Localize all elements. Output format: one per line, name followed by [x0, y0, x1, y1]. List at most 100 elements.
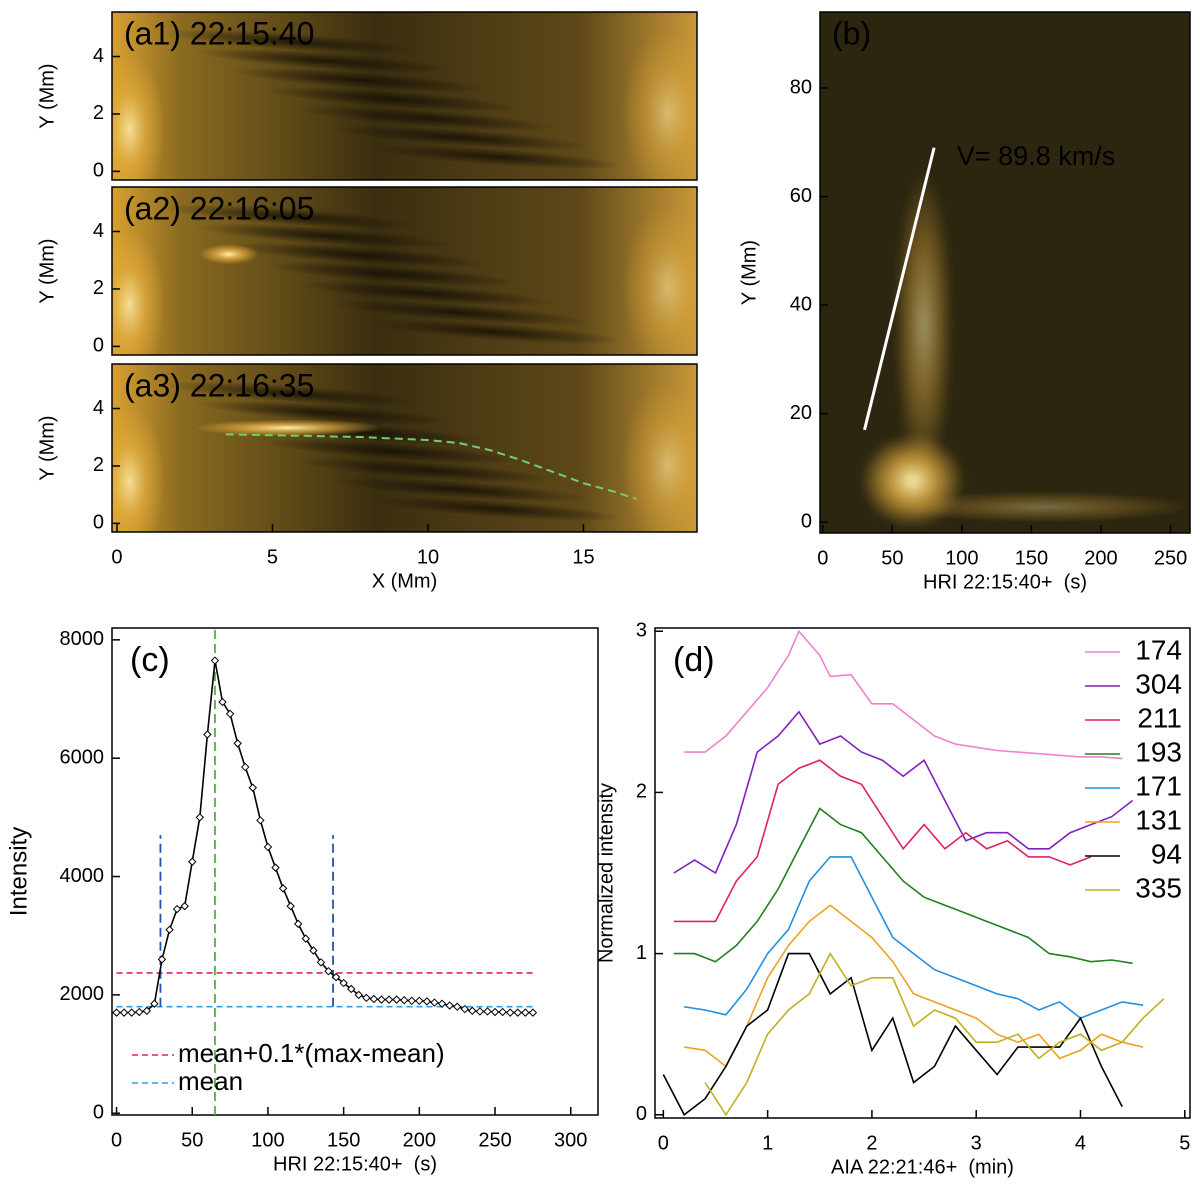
dark-strand	[365, 144, 623, 170]
data-point	[452, 1002, 462, 1011]
y-axis-label: Y (Mm)	[36, 238, 58, 303]
data-point	[513, 1008, 522, 1017]
data-point	[195, 813, 205, 822]
panel-label: (a3) 22:16:35	[124, 367, 314, 403]
data-point	[407, 996, 416, 1006]
x-tick-label: 10	[417, 546, 439, 568]
dark-strand	[196, 48, 454, 74]
x-tick-label: 250	[478, 1129, 511, 1151]
data-point	[157, 955, 167, 964]
x-tick-label: 100	[251, 1129, 284, 1151]
x-tick-label: 150	[327, 1129, 360, 1151]
data-point	[218, 697, 227, 707]
legend-label: 131	[1135, 804, 1182, 835]
y-tick-label: 3	[636, 620, 647, 642]
y-tick-label: 2	[93, 102, 104, 124]
x-tick-label: 5	[267, 546, 278, 568]
y-tick-label: 4	[93, 45, 104, 67]
frame	[111, 11, 698, 181]
dark-strand	[196, 223, 454, 249]
x-tick-label: 50	[881, 547, 903, 569]
y-axis-label: Y (Mm)	[738, 240, 760, 305]
legend-label: 174	[1135, 634, 1182, 665]
x-axis-label: HRI 22:15:40+ (s)	[923, 571, 1087, 593]
data-point	[278, 884, 288, 893]
faint-band	[894, 491, 1190, 523]
data-point	[135, 1007, 144, 1017]
y-tick-label: 0	[636, 1103, 647, 1125]
x-tick-label: 200	[1084, 547, 1117, 569]
y-tick-label: 8000	[60, 628, 105, 650]
dark-strand	[331, 125, 589, 150]
series-line	[684, 856, 1144, 1020]
data-point	[331, 972, 341, 982]
data-point	[203, 730, 212, 739]
dark-strand	[162, 29, 420, 54]
x-tick-label: 0	[817, 547, 828, 569]
bright-column	[894, 168, 954, 481]
legend-label: 171	[1135, 770, 1182, 801]
data-point	[354, 990, 363, 1000]
bright-blob	[199, 244, 259, 265]
data-point	[498, 1007, 507, 1017]
y-tick-label: 20	[790, 402, 812, 424]
data-point	[505, 1008, 515, 1017]
x-tick-label: 250	[1154, 547, 1187, 569]
y-tick-label: 2	[93, 454, 104, 476]
data-point	[210, 656, 220, 665]
legend-label: mean+0.1*(max-mean)	[178, 1038, 445, 1068]
y-axis-label: Y (Mm)	[36, 63, 58, 128]
data-point	[475, 1007, 485, 1016]
bright-region	[112, 406, 165, 532]
data-point	[241, 762, 250, 772]
bright-strand	[193, 419, 382, 437]
data-point	[422, 997, 432, 1006]
bright-region	[112, 229, 165, 355]
data-point	[415, 996, 424, 1006]
velocity-label: V= 89.8 km/s	[957, 141, 1115, 171]
y-tick-label: 4	[93, 220, 104, 242]
y-tick-label: 2	[93, 277, 104, 299]
y-tick-label: 0	[93, 1102, 104, 1124]
frame	[111, 627, 599, 1116]
intensity-line	[116, 660, 533, 1014]
bright-region	[112, 54, 165, 180]
series-line	[673, 807, 1133, 965]
data-point	[528, 1008, 538, 1017]
frame	[654, 627, 1191, 1119]
frame	[819, 11, 1191, 534]
bright-region	[620, 380, 697, 532]
frame	[111, 363, 698, 533]
data-point	[490, 1007, 500, 1017]
y-tick-label: 1	[636, 942, 647, 964]
data-point	[119, 1008, 129, 1017]
x-tick-label: 200	[403, 1129, 436, 1151]
data-point	[399, 995, 409, 1005]
data-point	[256, 816, 265, 825]
data-point	[286, 901, 295, 911]
data-point	[468, 1006, 477, 1016]
data-point	[392, 995, 401, 1004]
data-point	[347, 984, 356, 994]
legend-label: 304	[1135, 668, 1182, 699]
bright-region	[620, 28, 697, 180]
y-tick-label: 0	[93, 160, 104, 182]
series-line	[673, 710, 1134, 875]
x-tick-label: 0	[111, 546, 122, 568]
data-point	[377, 995, 386, 1004]
legend-label: 335	[1135, 872, 1182, 903]
y-tick-label: 2000	[60, 983, 105, 1005]
x-tick-label: 4	[1075, 1132, 1086, 1154]
panel	[112, 187, 697, 355]
x-tick-label: 0	[658, 1132, 669, 1154]
series-line	[673, 759, 1092, 923]
y-axis-label: Intensity	[5, 827, 32, 916]
panel-label: (b)	[832, 15, 871, 51]
x-tick-label: 50	[181, 1129, 203, 1151]
data-point	[233, 739, 242, 748]
x-axis-label: AIA 22:21:46+ (min)	[831, 1156, 1014, 1178]
fit-line	[863, 147, 936, 431]
series-line	[662, 952, 1123, 1117]
bright-region	[620, 203, 697, 355]
dark-strand	[196, 400, 454, 426]
